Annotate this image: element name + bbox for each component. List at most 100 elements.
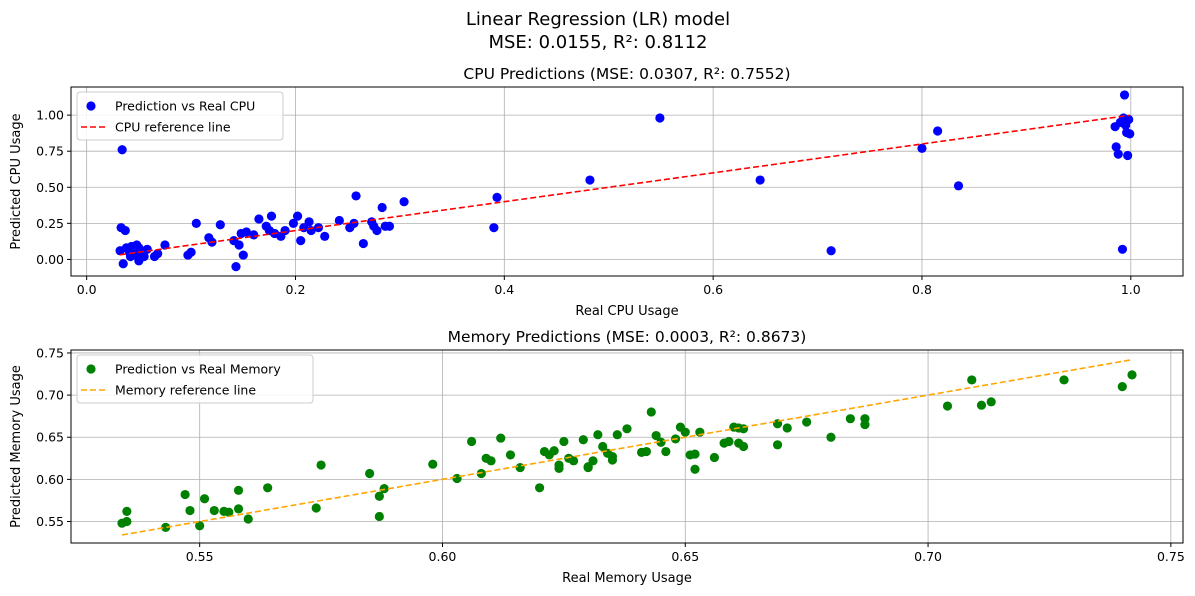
cpu-point-54 [358, 238, 368, 249]
cpu-xtick-label-1: 0.2 [286, 282, 306, 297]
memory-point-61 [690, 464, 700, 474]
memory-point-33 [549, 446, 559, 456]
cpu-ytick-label-1: 0.25 [36, 216, 64, 231]
cpu-xtick-label-2: 0.4 [494, 282, 514, 297]
cpu-point-29 [231, 262, 241, 272]
memory-xtick-label-0: 0.55 [186, 549, 214, 564]
cpu-xtick-label-5: 1.0 [1121, 282, 1141, 297]
memory-point-28 [505, 450, 516, 460]
cpu-point-17 [139, 251, 149, 262]
cpu-point-18 [142, 244, 152, 254]
memory-axes-frame [70, 349, 1184, 544]
memory-y-axis-label: Predicted Memory Usage [9, 365, 24, 528]
cpu-point-34 [249, 230, 259, 240]
memory-legend-marker-points [86, 364, 96, 374]
memory-point-24 [476, 468, 486, 479]
cpu-axes-frame [70, 86, 1184, 277]
memory-ytick-label-0: 0.55 [36, 514, 64, 529]
cpu-point-3 [118, 259, 128, 269]
memory-point-42 [588, 456, 598, 466]
memory-point-14 [263, 483, 273, 493]
cpu-predictions-chart: 0.0 0.2 0.4 0.6 0.8 1.0 0.00 0.25 0.50 0.75 1.00 CP… [9, 65, 1184, 319]
cpu-point-66 [755, 175, 765, 185]
cpu-point-50 [334, 215, 344, 226]
cpu-chart-title: CPU Predictions (MSE: 0.0307, R²: 0.7552… [463, 65, 790, 83]
memory-point-8 [209, 505, 219, 516]
memory-point-4 [180, 489, 190, 500]
cpu-point-58 [377, 202, 387, 213]
memory-legend [76, 354, 314, 404]
cpu-legend [76, 91, 284, 141]
memory-point-54 [656, 437, 666, 447]
memory-point-51 [641, 446, 652, 457]
memory-point-10 [224, 507, 234, 517]
cpu-point-21 [160, 240, 170, 250]
memory-point-58 [680, 427, 690, 437]
memory-point-23 [467, 436, 477, 447]
cpu-ytick-label-2: 0.50 [36, 180, 64, 195]
memory-point-35 [554, 460, 564, 470]
memory-point-15 [311, 503, 321, 513]
memory-point-83 [1059, 375, 1069, 385]
figure-suptitle-line1: Linear Regression (LR) model [466, 9, 730, 30]
cpu-point-24 [191, 218, 201, 228]
cpu-point-32 [238, 250, 248, 260]
cpu-point-72 [1111, 142, 1121, 152]
memory-point-38 [568, 456, 579, 466]
cpu-point-49 [320, 231, 330, 241]
cpu-point-2 [117, 145, 127, 155]
cpu-point-46 [304, 217, 314, 227]
memory-ytick-label-4: 0.75 [36, 345, 64, 360]
memory-ytick-label-3: 0.70 [36, 388, 64, 403]
cpu-y-axis-label: Predicted CPU Usage [9, 113, 24, 249]
memory-xtick-label-2: 0.65 [671, 549, 699, 564]
memory-xtick-label-4: 0.75 [1157, 549, 1185, 564]
memory-point-26 [486, 456, 496, 466]
memory-point-17 [365, 468, 375, 479]
memory-point-69 [738, 441, 749, 452]
cpu-point-33 [241, 227, 252, 237]
memory-point-78 [860, 414, 870, 424]
memory-point-29 [515, 462, 525, 473]
cpu-point-38 [266, 211, 277, 221]
cpu-point-69 [933, 126, 943, 136]
cpu-point-35 [254, 214, 264, 224]
memory-point-81 [976, 400, 987, 410]
cpu-point-20 [153, 249, 163, 259]
memory-point-63 [709, 452, 720, 463]
memory-point-52 [646, 407, 656, 417]
memory-point-84 [1117, 382, 1127, 392]
cpu-point-57 [372, 225, 382, 236]
memory-ytick-label-2: 0.65 [36, 430, 64, 445]
memory-point-48 [612, 430, 622, 440]
cpu-reference-line [119, 114, 1130, 256]
cpu-point-62 [489, 223, 499, 233]
cpu-point-70 [953, 181, 964, 191]
memory-point-39 [578, 435, 588, 445]
memory-point-5 [185, 505, 195, 516]
memory-legend-label-line: Memory reference line [115, 383, 256, 398]
cpu-point-63 [492, 192, 502, 202]
memory-point-80 [967, 375, 977, 385]
memory-legend-label-points: Prediction vs Real Memory [115, 362, 281, 377]
cpu-point-41 [280, 225, 290, 236]
memory-point-20 [379, 484, 389, 494]
memory-point-85 [1127, 370, 1137, 380]
cpu-point-75 [1117, 244, 1128, 254]
memory-point-53 [651, 430, 661, 441]
cpu-point-68 [917, 143, 927, 153]
cpu-legend-label-points: Prediction vs Real CPU [115, 99, 255, 114]
cpu-point-64 [585, 175, 595, 185]
memory-point-22 [452, 473, 462, 484]
cpu-ytick-label-3: 0.75 [36, 144, 64, 159]
memory-point-70 [738, 424, 749, 434]
cpu-point-52 [349, 218, 359, 228]
memory-point-43 [593, 430, 603, 440]
cpu-point-44 [296, 236, 306, 246]
memory-point-76 [845, 414, 855, 424]
memory-point-27 [496, 433, 506, 443]
memory-xtick-label-3: 0.70 [914, 549, 942, 564]
cpu-point-53 [351, 191, 361, 201]
memory-point-2 [122, 516, 132, 527]
